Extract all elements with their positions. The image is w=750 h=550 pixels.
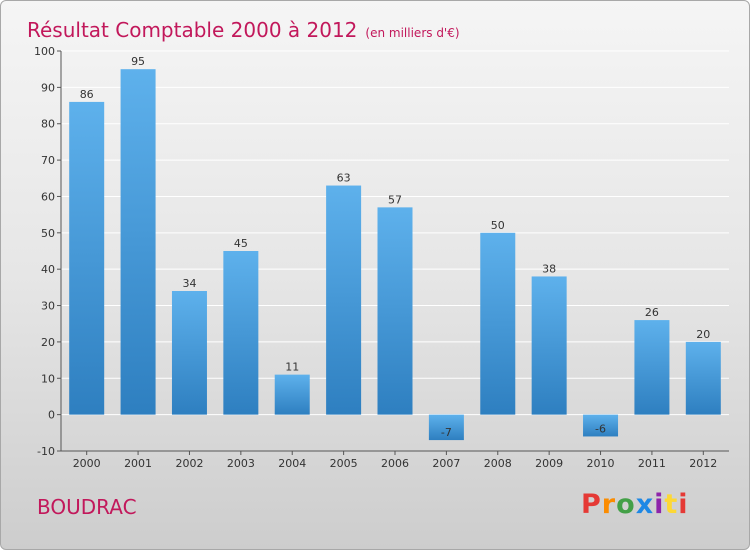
x-tick-label: 2005: [330, 457, 358, 470]
data-label: 63: [337, 172, 351, 185]
bar: [223, 251, 259, 415]
data-label: -7: [441, 426, 452, 439]
x-tick-label: 2001: [124, 457, 152, 470]
proxiti-logo: Proxiti: [581, 489, 689, 520]
logo-letter: t: [664, 489, 679, 520]
x-tick-label: 2007: [432, 457, 460, 470]
logo-letter: r: [601, 489, 617, 520]
bar: [685, 341, 721, 415]
bar: [480, 232, 516, 415]
data-label: 38: [542, 262, 556, 275]
y-tick-label: 20: [41, 336, 55, 349]
x-tick-label: 2002: [175, 457, 203, 470]
y-tick-label: 40: [41, 263, 55, 276]
logo-letter: i: [654, 489, 665, 520]
bar: [428, 414, 464, 441]
data-label: 95: [131, 55, 145, 68]
bar: [531, 276, 567, 415]
bar: [326, 185, 362, 415]
bar: [634, 320, 670, 415]
logo-letter: x: [635, 489, 655, 520]
x-tick-label: 2010: [587, 457, 615, 470]
data-label: 57: [388, 193, 402, 206]
logo-letter: i: [678, 489, 689, 520]
y-tick-label: 90: [41, 81, 55, 94]
data-label: 45: [234, 237, 248, 250]
bar: [583, 414, 619, 437]
data-label: 20: [696, 328, 710, 341]
bar: [274, 374, 310, 415]
data-label: 34: [182, 277, 196, 290]
x-tick-label: 2004: [278, 457, 306, 470]
title-text: Résultat Comptable 2000 à 2012: [27, 18, 358, 42]
y-tick-label: 0: [48, 409, 55, 422]
data-label: 50: [491, 219, 505, 232]
x-tick-label: 2006: [381, 457, 409, 470]
y-tick-label: 60: [41, 190, 55, 203]
data-label: -6: [595, 422, 606, 435]
y-tick-label: 50: [41, 227, 55, 240]
x-tick-label: 2012: [689, 457, 717, 470]
y-tick-label: 30: [41, 300, 55, 313]
y-tick-label: 80: [41, 118, 55, 131]
data-label: 86: [80, 88, 94, 101]
title-unit: (en milliers d'€): [365, 26, 460, 40]
x-tick-label: 2003: [227, 457, 255, 470]
y-tick-label: 70: [41, 154, 55, 167]
bar: [120, 69, 156, 415]
logo-letter: P: [581, 489, 602, 520]
data-label: 26: [645, 306, 659, 319]
x-tick-label: 2011: [638, 457, 666, 470]
logo-letter: o: [616, 489, 636, 520]
chart-title: Résultat Comptable 2000 à 2012 (en millie…: [27, 7, 460, 45]
x-tick-label: 2008: [484, 457, 512, 470]
y-tick-label: 100: [34, 45, 55, 58]
x-tick-label: 2009: [535, 457, 563, 470]
y-tick-label: 10: [41, 372, 55, 385]
bar: [69, 101, 105, 415]
data-label: 11: [285, 361, 299, 374]
x-tick-label: 2000: [73, 457, 101, 470]
bar: [377, 207, 413, 415]
bar: [171, 291, 207, 415]
y-tick-label: -10: [37, 445, 55, 458]
commune-name: BOUDRAC: [37, 495, 137, 519]
